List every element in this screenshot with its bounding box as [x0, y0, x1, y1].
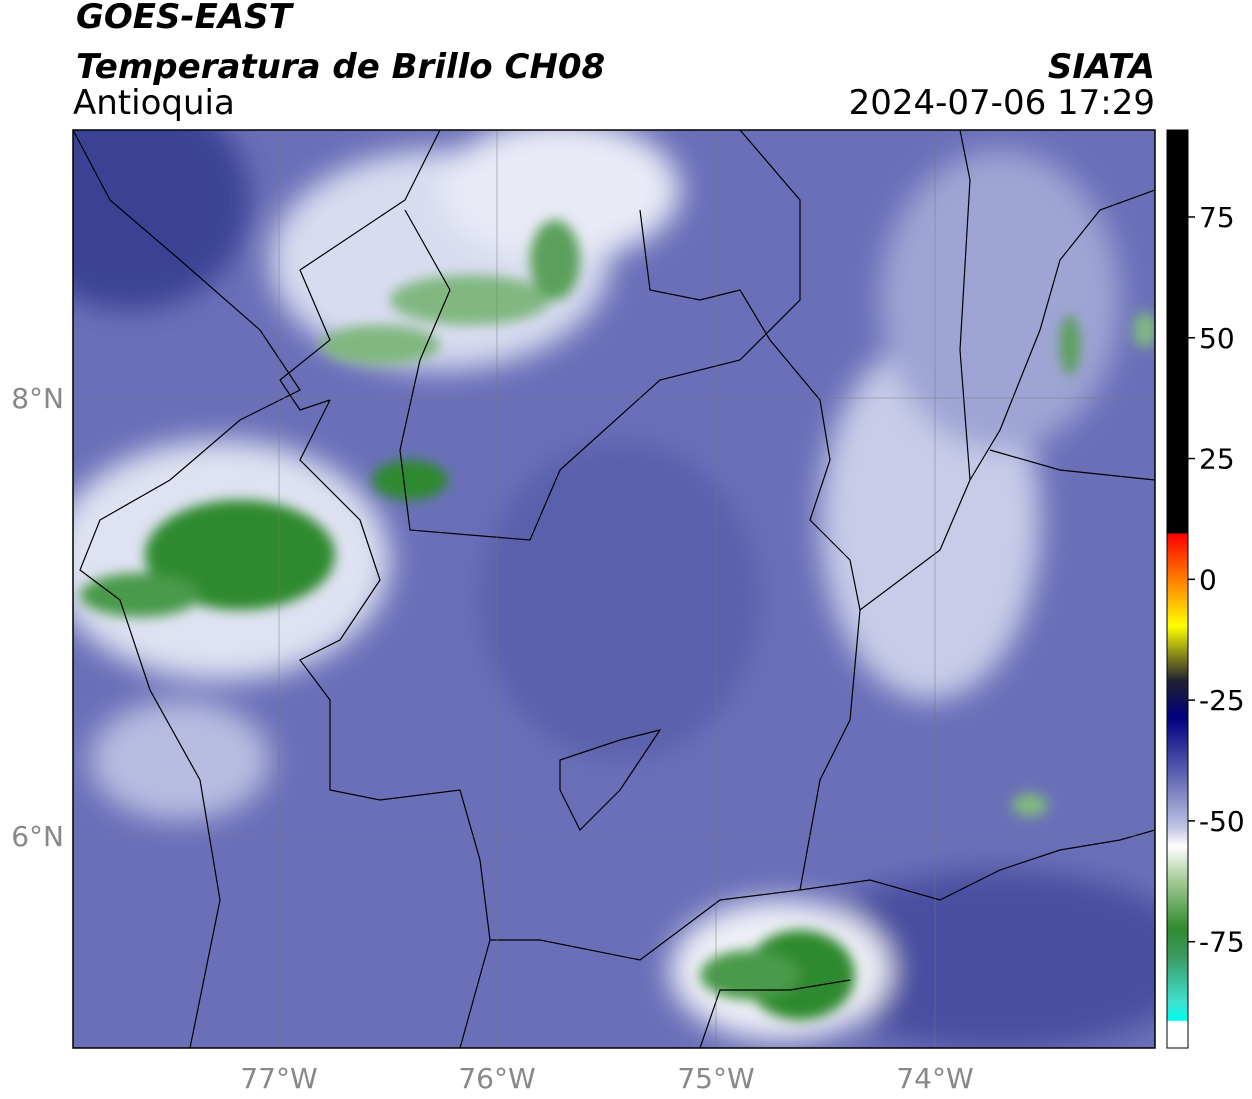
- region: Antioquia: [73, 83, 235, 123]
- lon-label: 74°W: [896, 1062, 973, 1095]
- datetime: 2024-07-06 17:29: [849, 83, 1155, 123]
- lat-label: 8°N: [11, 382, 64, 415]
- colorbar-tick-label: 50: [1199, 322, 1235, 355]
- colorbar-tick-label: -75: [1199, 926, 1245, 959]
- lon-label: 77°W: [240, 1062, 317, 1095]
- title: GOES-EAST: [76, 0, 295, 37]
- lon-label: 75°W: [677, 1062, 754, 1095]
- colorbar-tick-label: -50: [1199, 805, 1245, 838]
- lat-label: 6°N: [11, 820, 64, 853]
- lon-label: 76°W: [458, 1062, 535, 1095]
- map-image: [73, 130, 1155, 1048]
- colorbar: [1166, 129, 1189, 1049]
- colorbar-tick-label: -25: [1199, 684, 1245, 717]
- source: SIATA: [1048, 47, 1155, 87]
- colorbar-tick-label: 25: [1199, 443, 1235, 476]
- colorbar-tick-label: 75: [1199, 201, 1235, 234]
- subtitle: Temperatura de Brillo CH08: [76, 47, 605, 87]
- map-frame: [72, 129, 1156, 1049]
- colorbar-tick-label: 0: [1199, 563, 1217, 596]
